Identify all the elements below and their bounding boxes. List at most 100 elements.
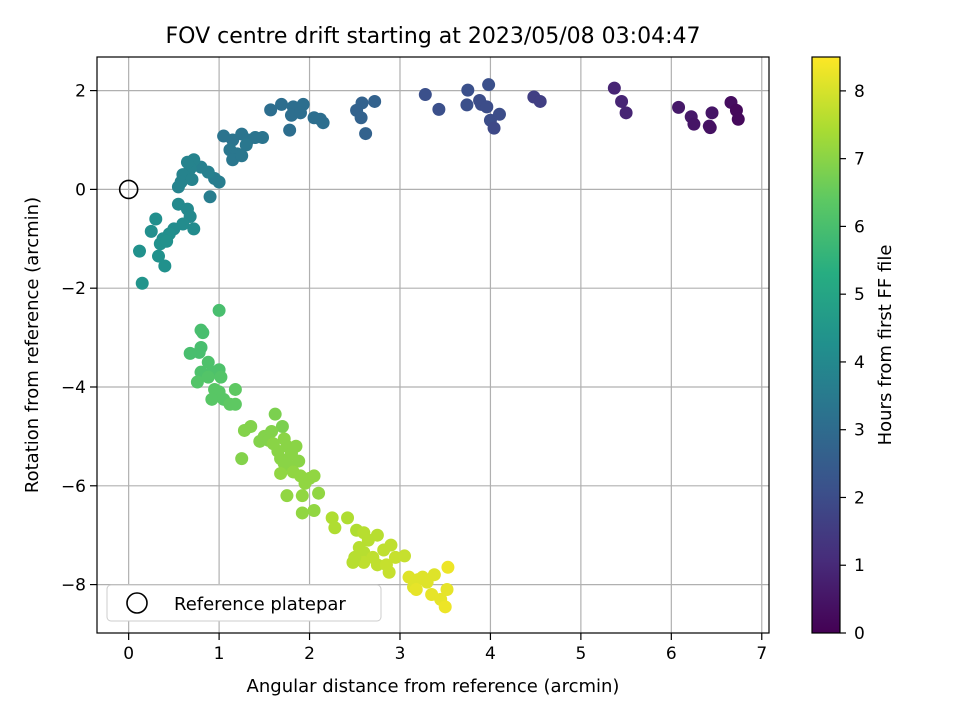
data-point (283, 123, 297, 137)
data-point (235, 452, 249, 466)
x-tick-label: 5 (575, 644, 586, 664)
data-point (144, 224, 158, 238)
data-point (268, 407, 282, 421)
data-point (359, 127, 373, 141)
data-point (133, 244, 147, 258)
colorbar-tick-label: 3 (854, 421, 865, 441)
data-point (370, 558, 384, 572)
data-point (607, 81, 621, 95)
data-point (190, 375, 204, 389)
data-point (183, 346, 197, 360)
data-point (237, 423, 251, 437)
data-point (160, 234, 174, 248)
data-point (180, 155, 194, 169)
y-tick-label: −6 (61, 477, 86, 497)
data-point (293, 106, 307, 120)
data-point (316, 116, 330, 130)
legend: Reference platepar (106, 584, 382, 622)
plot-frame (96, 56, 770, 634)
colorbar-tick-label: 8 (854, 82, 865, 102)
data-point (289, 439, 303, 453)
data-point (158, 259, 172, 273)
data-point (672, 100, 686, 114)
data-point (239, 138, 253, 152)
colorbar-tick-label: 6 (854, 217, 865, 237)
data-point (307, 503, 321, 517)
y-tick-label: −2 (61, 279, 86, 299)
data-point (203, 190, 217, 204)
data-point (368, 94, 382, 108)
x-tick-label: 4 (485, 644, 496, 664)
data-point (382, 565, 396, 579)
data-point (460, 98, 474, 112)
data-point (341, 511, 355, 525)
x-tick-label: 3 (395, 644, 406, 664)
data-point (256, 131, 270, 145)
x-axis-ticks: 0 1 2 3 4 5 6 7 (123, 633, 767, 664)
data-point (228, 382, 242, 396)
data-point (705, 106, 719, 120)
data-point (274, 466, 288, 480)
y-tick-label: 0 (75, 180, 86, 200)
data-point (615, 94, 629, 108)
data-point (196, 326, 210, 340)
data-point (492, 107, 506, 121)
x-axis-label: Angular distance from reference (arcmin) (247, 676, 620, 697)
data-point (533, 94, 547, 108)
data-point (487, 121, 501, 135)
data-point (312, 486, 326, 500)
data-point (295, 489, 309, 503)
data-point (438, 600, 452, 614)
data-point (398, 549, 412, 563)
y-tick-label: −8 (61, 576, 86, 596)
colorbar-ticks: 0 1 2 3 4 5 6 7 8 (840, 82, 865, 644)
data-point (307, 469, 321, 483)
data-point (370, 528, 384, 542)
data-point (354, 111, 368, 125)
data-point (212, 303, 226, 317)
data-point (212, 175, 226, 189)
data-point (205, 392, 219, 406)
data-point (418, 88, 432, 102)
data-points (133, 78, 745, 614)
x-tick-label: 2 (304, 644, 315, 664)
colorbar-tick-label: 7 (854, 150, 865, 170)
data-point (201, 370, 215, 384)
legend-box (106, 584, 382, 622)
data-point (619, 106, 633, 120)
data-point (275, 97, 289, 111)
data-point (171, 180, 185, 194)
data-point (292, 454, 306, 468)
data-point (264, 103, 278, 117)
colorbar-tick-label: 5 (854, 285, 865, 305)
data-point (427, 568, 441, 582)
data-point (384, 538, 398, 552)
data-point (687, 117, 701, 131)
data-point (187, 222, 201, 236)
data-point (432, 102, 446, 116)
data-point (480, 100, 494, 114)
colorbar-tick-label: 2 (854, 488, 865, 508)
data-point (185, 173, 199, 187)
y-tick-label: −4 (61, 378, 86, 398)
data-point (228, 397, 242, 411)
data-point (440, 583, 454, 597)
data-point (295, 506, 309, 520)
data-point (409, 583, 423, 597)
data-point (441, 560, 455, 574)
colorbar-gradient (812, 57, 840, 633)
data-point (280, 489, 294, 503)
data-point (325, 511, 339, 525)
x-tick-label: 1 (214, 644, 225, 664)
data-point (346, 555, 360, 569)
reference-platepar-marker (118, 179, 139, 200)
data-point (135, 276, 149, 290)
data-point (482, 78, 496, 92)
data-point (201, 355, 215, 369)
data-point (149, 212, 163, 226)
colorbar: 0 1 2 3 4 5 6 7 8 Hours from first FF file (811, 56, 896, 644)
y-axis-ticks: −8 −6 −4 −2 0 2 (61, 82, 97, 596)
legend-reference-marker (126, 592, 148, 614)
data-point (328, 521, 342, 535)
